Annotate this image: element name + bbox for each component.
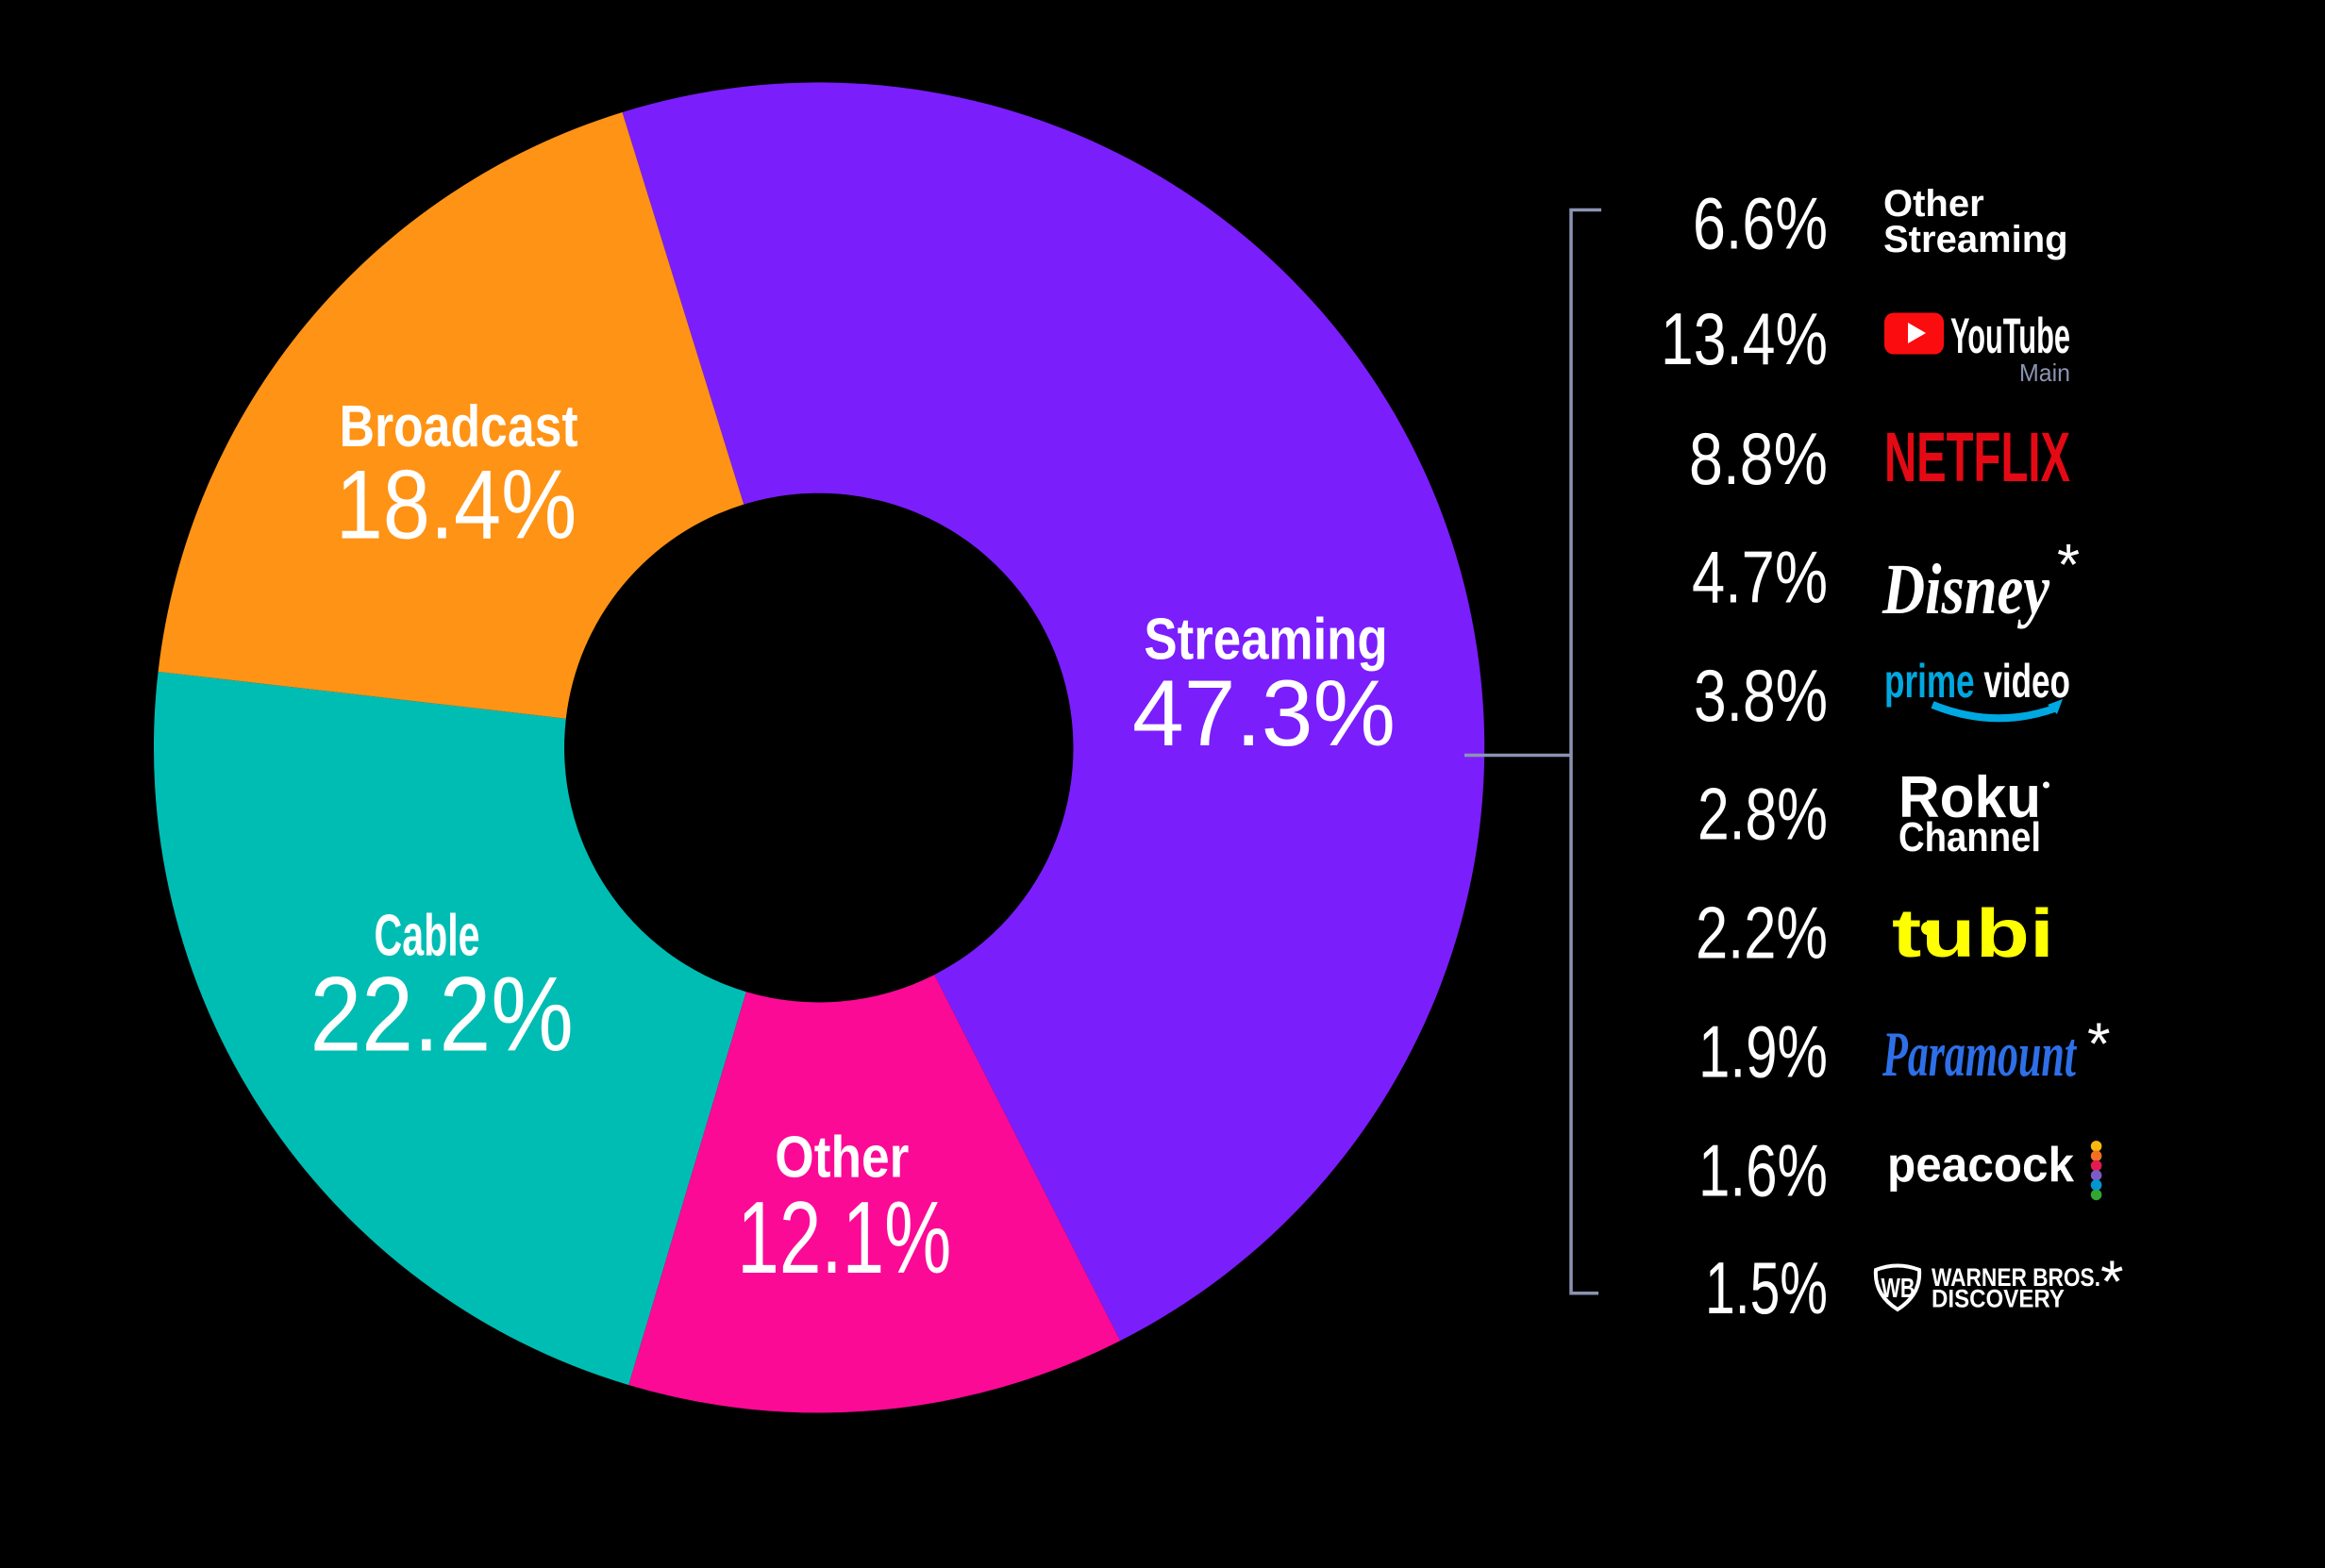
svg-text:Channel: Channel <box>1898 814 2041 860</box>
svg-text:Broadcast: Broadcast <box>340 394 578 459</box>
svg-text:WB: WB <box>1882 1274 1915 1304</box>
svg-text:peacock: peacock <box>1887 1138 2074 1193</box>
svg-text:Streaming: Streaming <box>1883 219 2068 260</box>
svg-text:Disney: Disney <box>1882 550 2049 629</box>
svg-text:1.6%: 1.6% <box>1698 1129 1828 1212</box>
svg-text:13.4%: 13.4% <box>1661 297 1828 380</box>
svg-text:Roku: Roku <box>1898 765 2041 830</box>
svg-text:22.2%: 22.2% <box>310 956 574 1074</box>
svg-text:47.3%: 47.3% <box>1132 660 1396 765</box>
svg-text:Streaming: Streaming <box>1144 608 1387 673</box>
svg-text:*: * <box>2087 1011 2111 1077</box>
svg-text:6.6%: 6.6% <box>1693 182 1828 265</box>
svg-text:Other: Other <box>775 1125 909 1190</box>
svg-text:12.1%: 12.1% <box>737 1180 951 1295</box>
svg-text:*: * <box>2057 533 2080 598</box>
svg-text:*: * <box>2100 1249 2124 1315</box>
svg-text:tubi: tubi <box>1892 896 2054 972</box>
svg-text:3.8%: 3.8% <box>1694 654 1828 737</box>
svg-text:2.2%: 2.2% <box>1696 892 1828 975</box>
svg-text:8.8%: 8.8% <box>1689 417 1828 500</box>
svg-text:prime video: prime video <box>1884 655 2070 708</box>
svg-text:18.4%: 18.4% <box>336 450 577 559</box>
svg-text:Paramount: Paramount <box>1882 1018 2077 1090</box>
svg-text:Other: Other <box>1883 183 1984 225</box>
svg-text:WARNER BROS.: WARNER BROS. <box>1932 1263 2100 1292</box>
svg-text:DISCOVERY: DISCOVERY <box>1932 1285 2065 1313</box>
svg-text:NETFLIX: NETFLIX <box>1884 418 2070 496</box>
svg-text:YouTube: YouTube <box>1950 309 2070 364</box>
svg-text:4.7%: 4.7% <box>1692 536 1828 619</box>
svg-text:1.5%: 1.5% <box>1705 1246 1828 1329</box>
svg-text:Main: Main <box>2019 359 2070 387</box>
svg-text:1.9%: 1.9% <box>1698 1010 1828 1093</box>
svg-text:Cable: Cable <box>375 903 480 968</box>
svg-text:2.8%: 2.8% <box>1698 773 1828 856</box>
